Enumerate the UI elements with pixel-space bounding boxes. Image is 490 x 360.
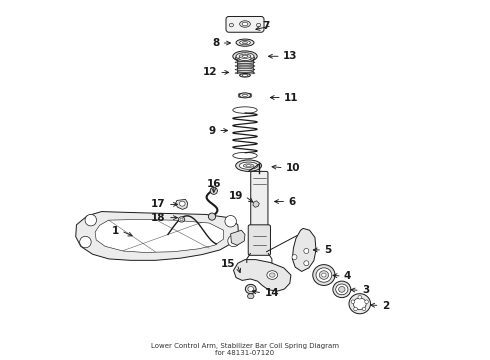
Ellipse shape [242,74,248,76]
Ellipse shape [239,55,251,60]
Ellipse shape [322,273,326,277]
Ellipse shape [235,69,255,71]
Text: 18: 18 [151,213,166,222]
Ellipse shape [236,39,254,46]
Text: 6: 6 [289,197,295,207]
Ellipse shape [270,273,275,277]
Circle shape [80,236,91,248]
Ellipse shape [237,60,253,62]
Ellipse shape [246,165,251,167]
Circle shape [304,261,309,266]
Circle shape [351,300,355,303]
Text: 15: 15 [220,259,235,269]
Circle shape [85,215,97,226]
Circle shape [304,248,309,253]
Text: 17: 17 [151,199,166,210]
Ellipse shape [240,41,250,45]
Ellipse shape [237,63,253,65]
Text: 2: 2 [382,301,389,311]
Ellipse shape [236,54,254,62]
Ellipse shape [248,287,254,292]
Ellipse shape [235,62,255,63]
Ellipse shape [235,65,255,67]
Ellipse shape [178,217,185,222]
Text: 5: 5 [324,245,332,255]
Ellipse shape [239,54,251,58]
Polygon shape [234,260,291,291]
FancyBboxPatch shape [226,17,264,32]
Text: Lower Control Arm, Stabilizer Bar Coil Spring Diagram
for 48131-07120: Lower Control Arm, Stabilizer Bar Coil S… [151,343,339,356]
Text: 1: 1 [112,226,119,236]
Ellipse shape [267,271,278,279]
Ellipse shape [353,298,366,310]
Text: 4: 4 [344,271,351,281]
Circle shape [365,300,368,303]
Ellipse shape [239,162,258,169]
Ellipse shape [180,218,183,221]
Ellipse shape [237,71,253,72]
Ellipse shape [242,55,248,57]
Ellipse shape [243,41,247,44]
Ellipse shape [313,265,335,285]
Ellipse shape [239,93,251,98]
Ellipse shape [240,73,250,77]
Ellipse shape [336,284,348,295]
Text: 10: 10 [286,163,300,173]
FancyBboxPatch shape [248,225,270,255]
Text: 19: 19 [228,191,243,201]
Circle shape [354,307,357,311]
Text: 8: 8 [212,38,220,48]
Ellipse shape [235,72,255,74]
Ellipse shape [236,160,262,171]
Ellipse shape [333,281,351,298]
Ellipse shape [248,93,252,98]
Ellipse shape [179,201,185,206]
Polygon shape [95,220,223,252]
Ellipse shape [242,22,248,26]
Text: 9: 9 [209,126,216,135]
Ellipse shape [233,51,257,62]
Ellipse shape [247,294,254,299]
Ellipse shape [245,284,256,294]
Circle shape [208,213,216,220]
Ellipse shape [256,23,261,27]
Text: 16: 16 [207,179,221,189]
Text: 3: 3 [362,285,369,296]
Circle shape [362,307,366,311]
Text: 11: 11 [284,93,298,103]
Ellipse shape [243,94,247,96]
Ellipse shape [237,67,253,69]
Circle shape [292,255,297,260]
Polygon shape [253,201,259,207]
Circle shape [210,187,218,194]
Polygon shape [293,228,316,271]
Circle shape [228,235,239,247]
Ellipse shape [339,287,345,292]
Ellipse shape [238,93,242,98]
Ellipse shape [243,164,254,167]
Text: 14: 14 [265,288,279,298]
Circle shape [358,296,362,299]
Ellipse shape [349,294,370,314]
Polygon shape [175,199,188,210]
Ellipse shape [240,21,250,27]
Ellipse shape [229,23,234,27]
Ellipse shape [236,53,254,60]
Ellipse shape [319,271,329,279]
Text: 12: 12 [202,67,217,77]
Text: 7: 7 [262,21,270,31]
Text: 13: 13 [283,51,297,61]
FancyBboxPatch shape [251,171,268,230]
Circle shape [225,216,236,227]
Ellipse shape [316,268,332,282]
Polygon shape [231,230,245,245]
Polygon shape [76,212,239,260]
